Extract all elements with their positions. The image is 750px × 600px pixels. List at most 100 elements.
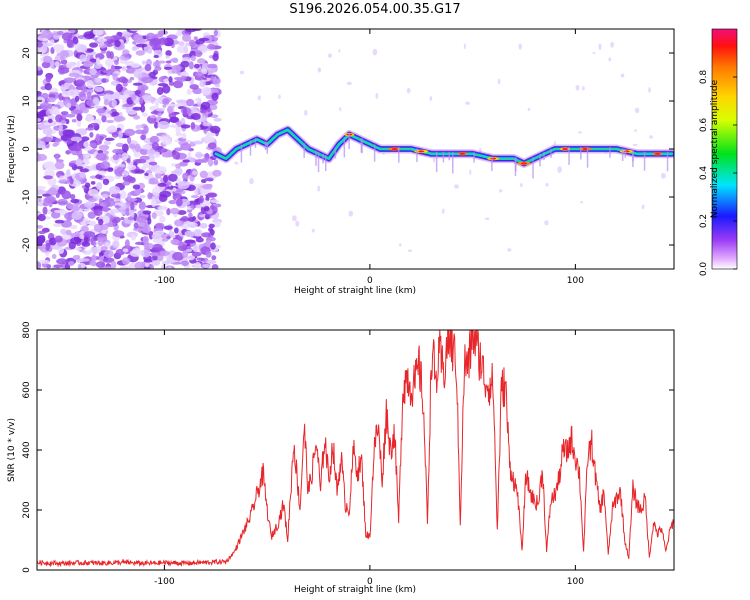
speckle <box>278 94 281 100</box>
noise-blob <box>48 187 58 196</box>
snr-y-tick-label: 400 <box>22 441 32 458</box>
speckle <box>634 129 637 132</box>
speckle <box>407 249 413 253</box>
noise-blob <box>66 61 76 69</box>
snr-y-tick-label: 200 <box>22 501 32 518</box>
noise-blob <box>37 139 44 148</box>
speckle <box>527 107 531 112</box>
noise-blob <box>132 82 143 86</box>
speckle <box>648 86 651 93</box>
noise-blob <box>74 95 80 102</box>
noise-blob <box>89 58 98 63</box>
noise-blob <box>42 201 50 207</box>
noise-blob <box>168 199 178 205</box>
snr-y-tick-label: 800 <box>22 321 32 338</box>
noise-blob <box>95 133 101 142</box>
hot-core <box>490 157 497 160</box>
noise-blob <box>149 252 161 257</box>
speckle <box>317 185 321 192</box>
noise-blob <box>194 229 202 237</box>
noise-blob <box>188 61 194 70</box>
noise-blob <box>42 29 52 39</box>
noise-blob <box>111 131 119 138</box>
noise-blob <box>121 77 129 84</box>
snr-x-tick-label: 0 <box>367 577 373 587</box>
noise-blob <box>42 127 53 135</box>
noise-blob <box>159 215 166 223</box>
speckle <box>311 228 315 233</box>
noise-blob <box>212 53 219 62</box>
noise-blob <box>153 169 160 174</box>
noise-blob <box>101 115 107 123</box>
noise-blob <box>38 230 46 235</box>
noise-blob <box>106 50 112 59</box>
noise-blob <box>144 172 149 176</box>
noise-blob <box>57 67 70 74</box>
colorbar: 0.0 0.2 0.4 0.6 0.8 Normalized spectral ampl… <box>699 28 738 276</box>
noise-blob <box>182 107 188 116</box>
noise-blob <box>162 98 170 105</box>
noise-blob <box>171 66 176 74</box>
noise-blob <box>37 91 42 96</box>
spectrogram-x-tick-label: 100 <box>567 276 584 286</box>
noise-blob <box>214 203 222 208</box>
noise-blob <box>43 161 56 170</box>
noise-blob <box>50 47 55 54</box>
noise-blob <box>175 132 183 137</box>
noise-blob <box>129 76 135 81</box>
noise-blob <box>200 101 211 110</box>
hot-core <box>459 152 466 155</box>
noise-blob <box>122 49 130 56</box>
noise-blob <box>124 90 135 95</box>
noise-blob <box>37 66 43 71</box>
speckle <box>375 92 379 99</box>
noise-blob <box>120 190 127 200</box>
noise-blob <box>151 198 157 207</box>
noise-blob <box>52 107 60 116</box>
noise-blob <box>134 159 147 164</box>
noise-blob <box>126 158 131 164</box>
noise-blob <box>181 33 192 42</box>
noise-blob <box>85 115 95 122</box>
noise-blob <box>199 109 207 114</box>
noise-blob <box>194 159 207 163</box>
noise-blob <box>70 109 83 115</box>
noise-blob <box>57 198 69 206</box>
noise-blob <box>201 68 208 75</box>
noise-blob <box>92 29 104 36</box>
noise-blob <box>192 140 204 145</box>
noise-blob <box>210 125 221 134</box>
noise-blob <box>82 60 94 68</box>
noise-blob <box>77 264 82 269</box>
noise-blob <box>181 260 190 267</box>
noise-blob <box>125 68 137 74</box>
noise-blob <box>81 249 87 254</box>
noise-blob <box>135 50 145 56</box>
noise-blob <box>199 79 206 88</box>
noise-blob <box>89 122 98 128</box>
noise-blob <box>63 77 76 83</box>
speckle <box>339 107 342 112</box>
noise-blob <box>94 77 103 83</box>
noise-blob <box>185 42 190 47</box>
noise-blob <box>54 219 65 224</box>
noise-blob <box>127 136 132 145</box>
spectrogram-y-axis-label: Frequency (Hz) <box>7 115 17 183</box>
noise-blob <box>139 148 149 155</box>
noise-blob <box>85 127 95 131</box>
noise-blob <box>148 71 156 78</box>
noise-blob <box>58 124 63 132</box>
noise-blob <box>95 152 107 161</box>
noise-blob <box>61 32 73 41</box>
noise-blob <box>104 59 114 67</box>
noise-blob <box>133 69 143 79</box>
noise-blob <box>157 120 170 130</box>
noise-blob <box>102 257 115 263</box>
noise-blob <box>201 263 211 268</box>
noise-blob <box>102 206 110 213</box>
noise-blob <box>66 102 72 109</box>
noise-blob <box>54 61 60 67</box>
noise-blob <box>37 224 44 229</box>
noise-blob <box>178 41 185 47</box>
